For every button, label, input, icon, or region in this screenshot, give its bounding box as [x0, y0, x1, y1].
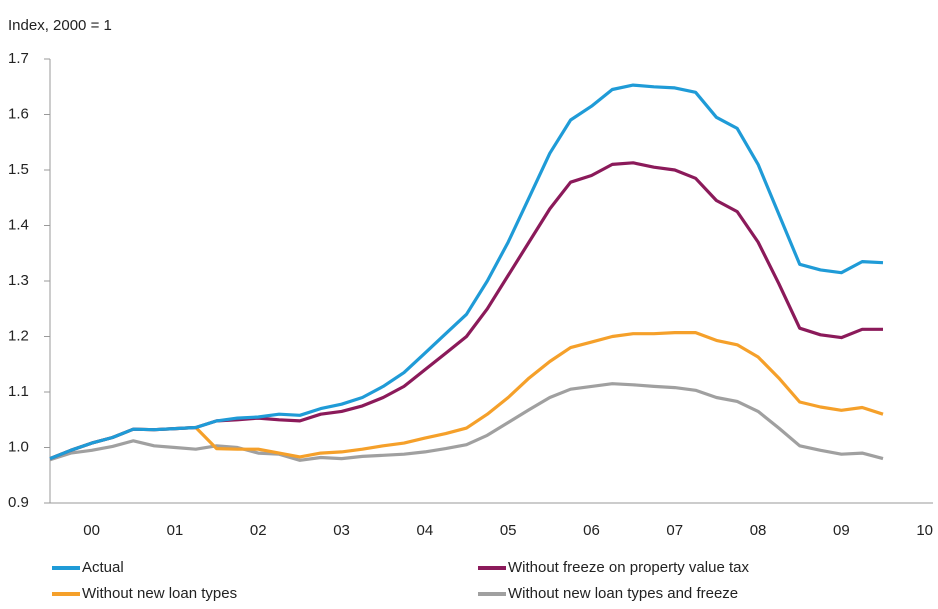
y-tick-label: 1.0 [8, 438, 29, 455]
y-tick-label: 1.1 [8, 383, 29, 400]
x-tick-label: 01 [167, 522, 184, 539]
legend-label: Without freeze on property value tax [508, 559, 749, 576]
x-tick-label: 00 [83, 522, 100, 539]
line-series [49, 382, 884, 462]
y-tick-label: 1.3 [8, 272, 29, 289]
y-tick-label: 1.5 [8, 161, 29, 178]
x-tick-label: 04 [417, 522, 434, 539]
x-tick-label: 06 [583, 522, 600, 539]
line-series [49, 83, 884, 461]
y-tick-label: 1.4 [8, 216, 29, 233]
x-tick-label: 09 [833, 522, 850, 539]
y-axis-label: Index, 2000 = 1 [8, 17, 112, 34]
y-tick-label: 1.2 [8, 327, 29, 344]
x-tick-label: 02 [250, 522, 267, 539]
y-tick-label: 1.7 [8, 50, 29, 67]
x-tick-label: 07 [666, 522, 683, 539]
legend-label: Without new loan types and freeze [508, 585, 738, 602]
x-tick-label: 10 [916, 522, 933, 539]
legend-label: Actual [82, 559, 124, 576]
x-tick-label: 03 [333, 522, 350, 539]
line-series [49, 161, 883, 461]
line-series [49, 331, 884, 461]
x-tick-label: 08 [750, 522, 767, 539]
y-tick-label: 0.9 [8, 494, 29, 511]
legend-label: Without new loan types [82, 585, 237, 602]
y-tick-label: 1.6 [8, 105, 29, 122]
x-tick-label: 05 [500, 522, 517, 539]
